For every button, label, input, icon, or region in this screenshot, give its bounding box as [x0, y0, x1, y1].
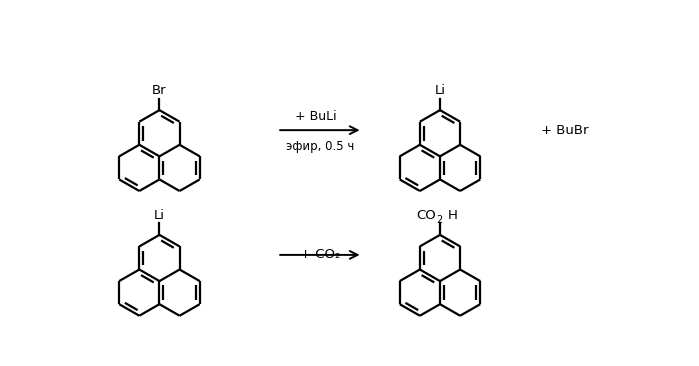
Text: Li: Li — [435, 84, 445, 97]
Text: + BuBr: + BuBr — [541, 124, 589, 137]
Text: эфир, 0.5 ч: эфир, 0.5 ч — [286, 140, 354, 153]
Text: + BuLi: + BuLi — [295, 110, 337, 123]
Text: + CO₂: + CO₂ — [300, 249, 340, 261]
Text: Br: Br — [152, 84, 167, 97]
Text: CO: CO — [417, 209, 436, 222]
Text: Li: Li — [154, 209, 165, 222]
Text: H: H — [448, 209, 458, 222]
Text: 2: 2 — [436, 215, 442, 225]
